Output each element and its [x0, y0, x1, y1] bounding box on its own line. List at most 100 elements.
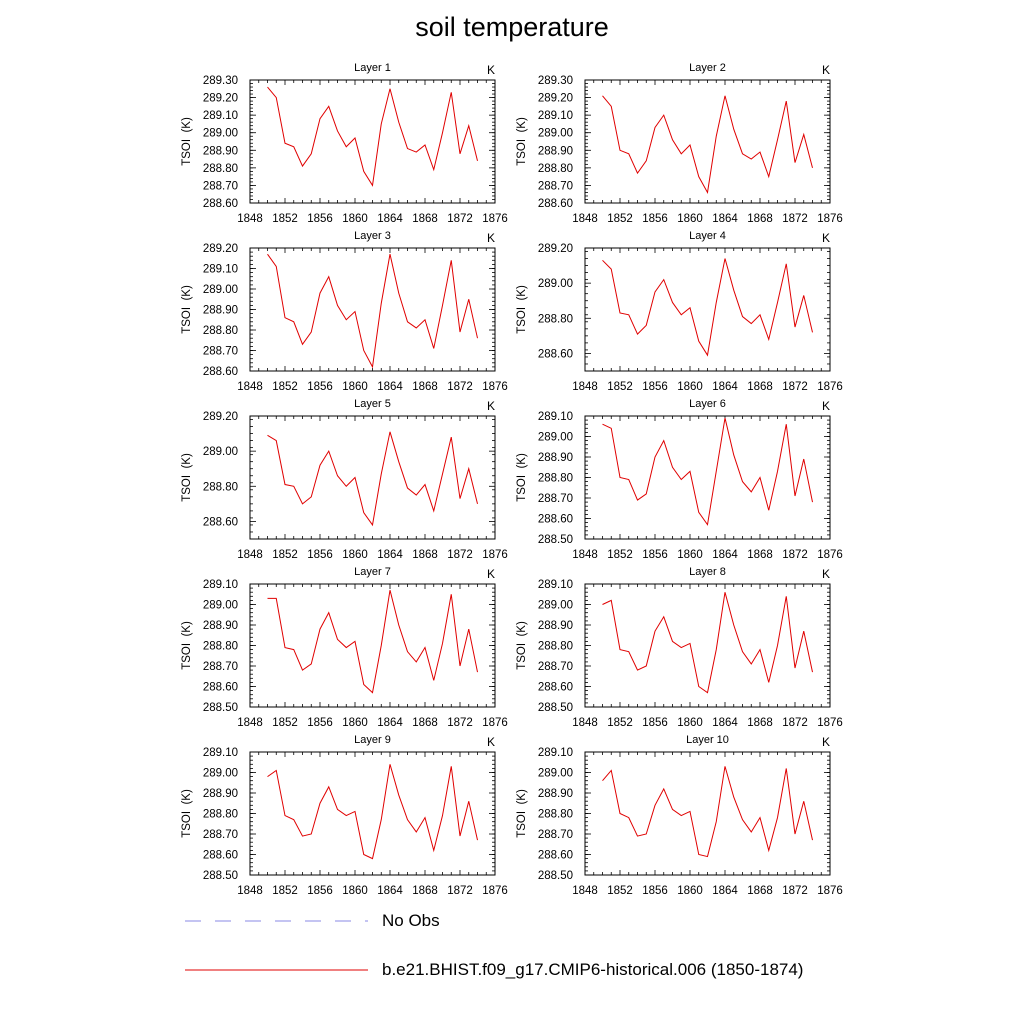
y-tick-label: 289.20: [538, 93, 573, 105]
series-line: [602, 258, 813, 357]
x-tick-label: 1864: [377, 213, 403, 225]
x-tick-label: 1872: [447, 549, 473, 561]
y-tick-label: 288.70: [203, 180, 238, 192]
x-tick-label: 1872: [447, 885, 473, 897]
panel-units: K: [487, 567, 495, 581]
x-tick-label: 1852: [272, 885, 298, 897]
x-tick-label: 1848: [572, 717, 598, 729]
y-axis-label: TSOI (K): [181, 117, 193, 166]
x-tick-label: 1856: [307, 381, 333, 393]
x-tick-label: 1860: [677, 717, 703, 729]
x-tick-label: 1860: [677, 885, 703, 897]
y-tick-label: 288.80: [538, 473, 573, 485]
y-tick-label: 288.70: [538, 493, 573, 505]
y-tick-label: 288.70: [538, 661, 573, 673]
series-line: [267, 86, 478, 187]
x-tick-label: 1868: [412, 717, 438, 729]
x-tick-label: 1868: [747, 717, 773, 729]
x-tick-label: 1872: [782, 549, 808, 561]
x-tick-label: 1860: [342, 213, 368, 225]
x-tick-label: 1864: [712, 549, 738, 561]
x-tick-label: 1876: [482, 549, 508, 561]
y-tick-label: 288.90: [538, 452, 573, 464]
y-tick-label: 288.90: [203, 145, 238, 157]
series-line: [602, 592, 813, 694]
x-tick-label: 1856: [307, 549, 333, 561]
x-tick-label: 1852: [272, 549, 298, 561]
x-tick-label: 1868: [412, 381, 438, 393]
x-tick-label: 1876: [817, 213, 843, 225]
y-tick-label: 289.00: [538, 128, 573, 140]
y-tick-label: 288.50: [538, 702, 573, 714]
chart-panel-6: 1848 1852 1856 1860 1864 1868 1872 1876 288.50 28…: [516, 398, 843, 561]
x-tick-label: 1868: [412, 885, 438, 897]
x-tick-label: 1864: [712, 213, 738, 225]
series-line: [267, 253, 478, 369]
legend-label-no-obs: No Obs: [382, 911, 440, 930]
series-line: [602, 417, 813, 526]
y-tick-label: 288.80: [203, 481, 238, 493]
x-tick-label: 1860: [342, 549, 368, 561]
x-tick-label: 1856: [307, 885, 333, 897]
x-tick-label: 1864: [377, 381, 403, 393]
chart-panel-2: 1848 1852 1856 1860 1864 1868 1872 1876 288.60 28…: [516, 62, 843, 225]
x-tick-label: 1848: [572, 549, 598, 561]
y-tick-label: 288.80: [203, 325, 238, 337]
y-axis-label: TSOI (K): [181, 285, 193, 334]
series-line: [602, 95, 813, 194]
y-tick-label: 288.50: [203, 702, 238, 714]
y-tick-label: 289.00: [203, 768, 238, 780]
y-tick-label: 288.50: [203, 870, 238, 882]
y-tick-label: 289.10: [538, 110, 573, 122]
series-line: [267, 590, 478, 694]
y-tick-label: 289.10: [203, 747, 238, 759]
y-tick-label: 288.70: [203, 346, 238, 358]
panel-units: K: [822, 735, 830, 749]
y-tick-label: 288.90: [538, 145, 573, 157]
y-tick-label: 289.00: [538, 600, 573, 612]
x-tick-label: 1868: [747, 885, 773, 897]
y-tick-label: 289.00: [538, 432, 573, 444]
panel-title: Layer 9: [354, 734, 391, 746]
chart-panel-3: 1848 1852 1856 1860 1864 1868 1872 1876 288.60 28…: [181, 230, 508, 393]
y-tick-label: 289.00: [538, 278, 573, 290]
y-tick-label: 288.90: [203, 305, 238, 317]
x-tick-label: 1868: [747, 213, 773, 225]
y-axis-label: TSOI (K): [516, 621, 528, 670]
y-tick-label: 288.90: [203, 620, 238, 632]
panel-units: K: [487, 735, 495, 749]
x-tick-label: 1852: [272, 381, 298, 393]
panel-units: K: [822, 63, 830, 77]
y-tick-label: 289.20: [203, 243, 238, 255]
y-tick-label: 289.20: [538, 243, 573, 255]
panel-title: Layer 8: [689, 566, 726, 578]
y-tick-label: 288.80: [538, 163, 573, 175]
y-tick-label: 288.60: [203, 682, 238, 694]
legend-label-model: b.e21.BHIST.f09_g17.CMIP6-historical.006…: [382, 960, 804, 979]
panel-title: Layer 5: [354, 398, 391, 410]
x-tick-label: 1876: [482, 213, 508, 225]
panel-title: Layer 1: [354, 62, 391, 74]
chart-panel-5: 1848 1852 1856 1860 1864 1868 1872 1876 288.60 28…: [181, 398, 508, 561]
x-tick-label: 1852: [607, 885, 633, 897]
x-tick-label: 1864: [377, 549, 403, 561]
x-tick-label: 1856: [642, 885, 668, 897]
x-tick-label: 1864: [377, 885, 403, 897]
x-tick-label: 1876: [817, 885, 843, 897]
y-tick-label: 288.60: [538, 514, 573, 526]
x-tick-label: 1872: [782, 885, 808, 897]
y-tick-label: 288.60: [203, 366, 238, 378]
chart-panel-9: 1848 1852 1856 1860 1864 1868 1872 1876 288.50 28…: [181, 734, 508, 897]
plot-frame: [249, 415, 496, 540]
y-tick-label: 288.80: [538, 641, 573, 653]
y-tick-label: 289.10: [538, 411, 573, 423]
plot-frame: [249, 583, 496, 708]
x-tick-label: 1872: [447, 717, 473, 729]
y-tick-label: 288.70: [203, 829, 238, 841]
x-tick-label: 1864: [712, 381, 738, 393]
y-axis-label: TSOI (K): [181, 621, 193, 670]
chart-panel-7: 1848 1852 1856 1860 1864 1868 1872 1876 288.50 28…: [181, 566, 508, 729]
series-line: [602, 766, 813, 858]
y-tick-label: 288.60: [203, 850, 238, 862]
